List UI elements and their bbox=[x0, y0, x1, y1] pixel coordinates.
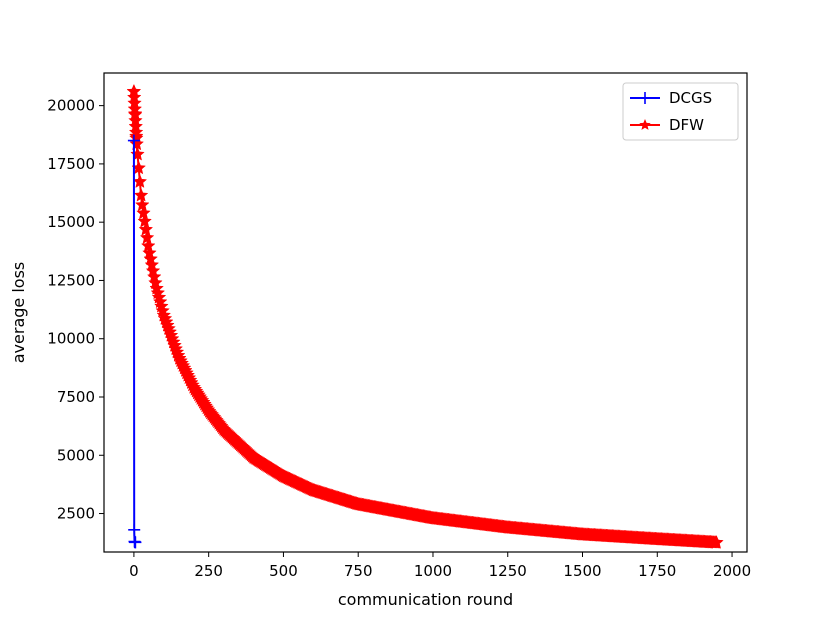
legend-marker bbox=[639, 92, 651, 104]
plot-background bbox=[104, 73, 747, 552]
x-tick-label: 750 bbox=[344, 562, 373, 580]
data-point bbox=[129, 536, 142, 549]
legend-entry-dcgs: DCGS bbox=[630, 89, 712, 107]
y-tick-label: 5000 bbox=[57, 446, 95, 464]
data-point bbox=[128, 523, 141, 536]
x-tick-label: 500 bbox=[269, 562, 298, 580]
series-dfw bbox=[126, 83, 724, 549]
data-point bbox=[136, 205, 151, 220]
x-tick-label: 1500 bbox=[563, 562, 601, 580]
y-tick-label: 7500 bbox=[57, 388, 95, 406]
x-tick-label: 1000 bbox=[414, 562, 452, 580]
x-tick-label: 1750 bbox=[638, 562, 676, 580]
x-axis: 0 250 500 750 1000 1250 1500 1750 2000 bbox=[129, 552, 751, 580]
x-tick-label: 1250 bbox=[489, 562, 527, 580]
y-tick-label: 2500 bbox=[57, 505, 95, 523]
data-point bbox=[133, 187, 149, 202]
y-tick-label: 17500 bbox=[47, 155, 95, 173]
x-tick-label: 250 bbox=[194, 562, 223, 580]
y-axis: 2500 5000 7500 10000 12500 15000 17500 20000 bbox=[47, 97, 104, 523]
plot-frame bbox=[103, 72, 748, 553]
legend: DCGS DFW bbox=[622, 82, 739, 141]
y-axis-label: average loss bbox=[9, 262, 28, 364]
data-point bbox=[139, 230, 155, 245]
x-tick-label: 2000 bbox=[713, 562, 751, 580]
y-tick-label: 20000 bbox=[47, 97, 95, 115]
data-point bbox=[138, 221, 154, 236]
data-point bbox=[709, 534, 724, 549]
y-tick-label: 15000 bbox=[47, 213, 95, 231]
data-point bbox=[135, 197, 150, 212]
legend-label: DFW bbox=[669, 116, 704, 134]
x-tick-label: 0 bbox=[129, 562, 139, 580]
y-tick-label: 12500 bbox=[47, 271, 95, 289]
series-dcgs bbox=[127, 134, 142, 549]
y-tick-label: 10000 bbox=[47, 330, 95, 348]
legend-marker bbox=[639, 119, 651, 130]
data-point bbox=[137, 213, 152, 228]
series-layer bbox=[126, 83, 724, 549]
x-axis-label: communication round bbox=[338, 590, 513, 609]
legend-entry-dfw: DFW bbox=[630, 116, 704, 134]
legend-label: DCGS bbox=[669, 89, 712, 107]
data-point bbox=[127, 134, 140, 147]
